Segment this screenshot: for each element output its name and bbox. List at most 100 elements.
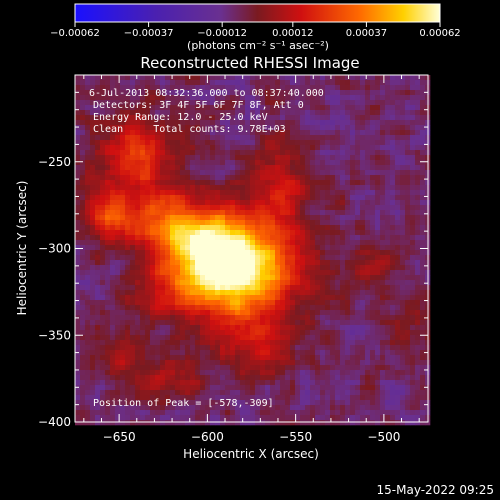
heatmap-cell xyxy=(390,405,396,411)
heatmap-cell xyxy=(155,180,161,186)
heatmap-cell xyxy=(130,150,136,156)
heatmap-cell xyxy=(210,170,216,176)
heatmap-cell xyxy=(275,320,281,326)
heatmap-cell xyxy=(80,180,86,186)
heatmap-cell xyxy=(260,245,266,251)
heatmap-cell xyxy=(75,110,81,116)
heatmap-cell xyxy=(165,210,171,216)
heatmap-cell xyxy=(350,320,356,326)
heatmap-cell xyxy=(95,125,101,131)
heatmap-cell xyxy=(390,180,396,186)
heatmap-cell xyxy=(330,250,336,256)
heatmap-cell xyxy=(335,275,341,281)
heatmap-cell xyxy=(285,160,291,166)
heatmap-cell xyxy=(120,115,126,121)
heatmap-cell xyxy=(80,295,86,301)
heatmap-cell xyxy=(190,105,196,111)
heatmap-cell xyxy=(130,310,136,316)
heatmap-cell xyxy=(225,345,231,351)
heatmap-cell xyxy=(100,375,106,381)
heatmap-cell xyxy=(175,210,181,216)
heatmap-cell xyxy=(150,170,156,176)
heatmap-cell xyxy=(190,270,196,276)
heatmap-cell xyxy=(240,375,246,381)
heatmap-cell xyxy=(355,80,361,86)
heatmap-cell xyxy=(200,280,206,286)
heatmap-cell xyxy=(240,400,246,406)
heatmap-cell xyxy=(160,370,166,376)
heatmap-cell xyxy=(415,275,421,281)
heatmap-cell xyxy=(250,415,256,421)
heatmap-cell xyxy=(105,135,111,141)
heatmap-cell xyxy=(180,345,186,351)
heatmap-cell xyxy=(150,370,156,376)
heatmap-cell xyxy=(290,260,296,266)
heatmap-cell xyxy=(105,315,111,321)
heatmap-cell xyxy=(360,155,366,161)
heatmap-cell xyxy=(330,255,336,261)
heatmap-cell xyxy=(275,380,281,386)
heatmap-cell xyxy=(190,225,196,231)
heatmap-cell xyxy=(345,80,351,86)
heatmap-cell xyxy=(140,135,146,141)
heatmap-cell xyxy=(200,270,206,276)
heatmap-cell xyxy=(420,400,426,406)
heatmap-cell xyxy=(270,125,276,131)
heatmap-cell xyxy=(415,210,421,216)
heatmap-cell xyxy=(135,340,141,346)
heatmap-cell xyxy=(150,210,156,216)
heatmap-cell xyxy=(190,390,196,396)
heatmap-cell xyxy=(375,370,381,376)
heatmap-cell xyxy=(240,95,246,101)
heatmap-cell xyxy=(340,300,346,306)
heatmap-cell xyxy=(150,415,156,421)
heatmap-cell xyxy=(300,385,306,391)
heatmap-cell xyxy=(310,85,316,91)
heatmap-cell xyxy=(140,220,146,226)
heatmap-cell xyxy=(320,345,326,351)
heatmap-cell xyxy=(150,345,156,351)
heatmap-cell xyxy=(85,320,91,326)
heatmap-cell xyxy=(130,405,136,411)
heatmap-cell xyxy=(300,230,306,236)
heatmap-cell xyxy=(225,305,231,311)
heatmap-cell xyxy=(85,245,91,251)
heatmap-cell xyxy=(195,120,201,126)
heatmap-cell xyxy=(175,410,181,416)
heatmap-cell xyxy=(110,250,116,256)
heatmap-cell xyxy=(265,235,271,241)
heatmap-cell xyxy=(75,420,81,426)
heatmap-cell xyxy=(315,295,321,301)
heatmap-cell xyxy=(405,420,411,426)
heatmap-cell xyxy=(265,100,271,106)
heatmap-cell xyxy=(90,370,96,376)
heatmap-cell xyxy=(90,320,96,326)
heatmap-cell xyxy=(270,75,276,81)
heatmap-cell xyxy=(180,190,186,196)
heatmap-cell xyxy=(155,340,161,346)
heatmap-cell xyxy=(100,175,106,181)
heatmap-cell xyxy=(95,165,101,171)
heatmap-cell xyxy=(330,160,336,166)
heatmap-cell xyxy=(330,270,336,276)
heatmap-cell xyxy=(150,360,156,366)
heatmap-cell xyxy=(105,320,111,326)
heatmap-cell xyxy=(375,165,381,171)
heatmap-cell xyxy=(275,230,281,236)
heatmap-cell xyxy=(215,155,221,161)
heatmap-cell xyxy=(100,355,106,361)
heatmap-cell xyxy=(180,205,186,211)
heatmap-cell xyxy=(165,75,171,81)
heatmap-cell xyxy=(150,150,156,156)
heatmap-cell xyxy=(380,90,386,96)
heatmap-cell xyxy=(160,275,166,281)
heatmap-cell xyxy=(130,100,136,106)
heatmap-cell xyxy=(180,155,186,161)
heatmap-cell xyxy=(170,110,176,116)
heatmap-cell xyxy=(375,110,381,116)
heatmap-cell xyxy=(260,405,266,411)
heatmap-cell xyxy=(420,290,426,296)
heatmap-cell xyxy=(385,355,391,361)
heatmap-cell xyxy=(360,280,366,286)
heatmap-cell xyxy=(410,390,416,396)
